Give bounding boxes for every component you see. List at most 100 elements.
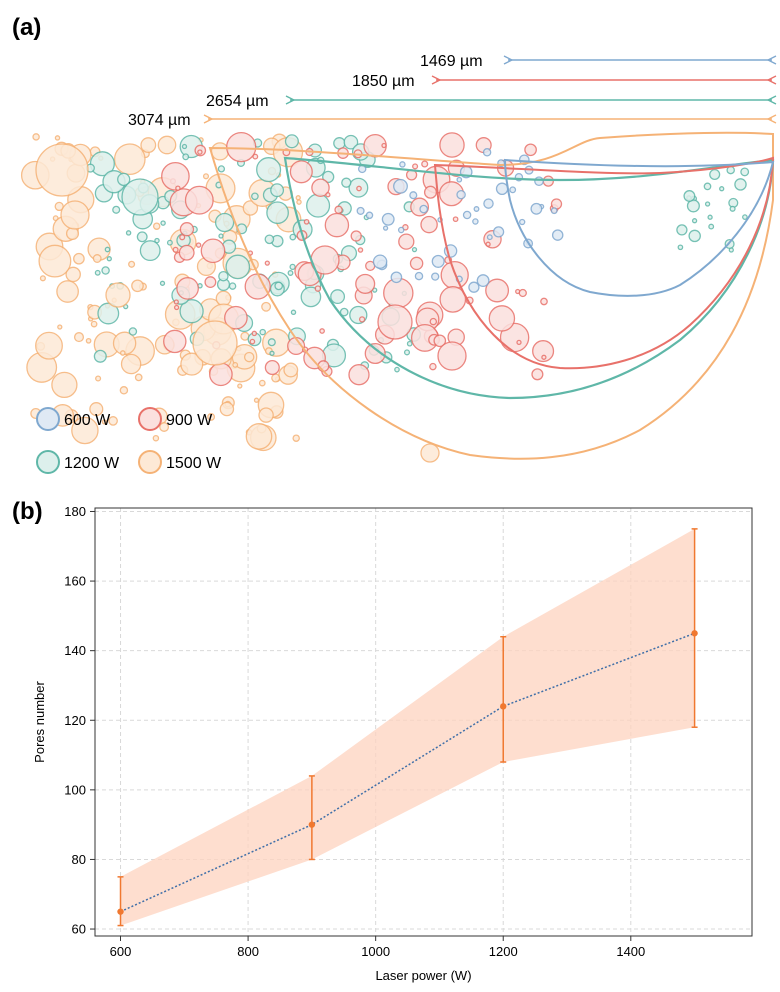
width-label-1200w: 2654 µm xyxy=(206,93,269,110)
pore-bubble xyxy=(740,167,750,177)
pore-bubble xyxy=(244,273,271,300)
pore-bubble xyxy=(264,359,280,376)
pore-bubble xyxy=(125,230,132,236)
pore-bubble xyxy=(409,256,424,271)
pore-bubble xyxy=(324,212,350,238)
pore-bubble xyxy=(703,182,712,191)
pore-bubble xyxy=(290,309,297,316)
pore-bubble xyxy=(35,331,63,360)
pore-bubble xyxy=(709,168,721,181)
y-tick-label: 180 xyxy=(64,504,86,519)
pore-bubble xyxy=(704,201,711,207)
y-tick-label: 100 xyxy=(64,782,86,797)
pore-bubble xyxy=(289,263,296,271)
pore-bubble xyxy=(532,340,555,363)
y-tick-label: 120 xyxy=(64,713,86,728)
pore-bubble xyxy=(175,185,181,191)
pore-bubble xyxy=(734,178,747,191)
y-tick-label: 140 xyxy=(64,643,86,658)
width-label-1500w: 3074 µm xyxy=(128,112,191,129)
error-band xyxy=(120,528,695,926)
pore-bubble xyxy=(452,216,459,223)
pore-bubble xyxy=(159,422,170,432)
pore-bubble xyxy=(381,142,387,149)
pore-bubble xyxy=(364,342,386,365)
pore-bubble xyxy=(421,160,429,168)
pore-bubble xyxy=(551,229,564,241)
pore-bubble xyxy=(38,244,72,278)
pore-bubble xyxy=(261,301,272,312)
pore-bubble xyxy=(157,135,177,155)
pore-bubble xyxy=(215,290,232,307)
pore-bubble xyxy=(182,153,190,161)
pore-bubble xyxy=(292,434,300,442)
pore-bubble xyxy=(210,142,230,161)
pore-bubble xyxy=(214,212,235,233)
pore-bubble xyxy=(473,206,480,212)
pore-bubble xyxy=(54,135,61,141)
pore-bubble xyxy=(524,143,537,157)
pore-bubble xyxy=(676,224,688,236)
pore-bubble xyxy=(89,402,104,417)
pool-outline-900w xyxy=(433,156,775,370)
pore-bubble xyxy=(429,362,437,371)
pore-bubble xyxy=(65,266,81,283)
data-point xyxy=(500,703,507,710)
pore-bubble xyxy=(472,218,479,225)
pore-bubble xyxy=(179,299,204,324)
power-legend: 600 W 900 W 1200 W 1500 W xyxy=(36,407,222,474)
pore-bubble xyxy=(486,234,493,241)
pore-bubble xyxy=(51,371,78,399)
pore-bubble xyxy=(226,131,257,163)
pore-bubble xyxy=(439,286,467,313)
pore-bubble xyxy=(742,214,748,220)
pore-bubble xyxy=(113,143,146,176)
pore-bubble xyxy=(550,207,558,215)
pore-bubble xyxy=(93,349,107,363)
pore-bubble xyxy=(179,234,186,241)
y-axis-label: Pores number xyxy=(32,681,47,763)
data-point xyxy=(117,908,124,915)
x-axis-ticks: 600 800 1000 1200 1400 xyxy=(110,936,645,959)
pore-bubble xyxy=(173,304,180,311)
pore-bubble xyxy=(266,201,289,225)
pore-bubble xyxy=(334,205,343,215)
x-tick-label: 600 xyxy=(110,944,132,959)
pore-bubble xyxy=(249,338,256,345)
legend-label-1500w: 1500 W xyxy=(166,455,222,472)
pore-bubble xyxy=(476,274,490,288)
pore-bubble xyxy=(419,204,429,214)
pore-bubble xyxy=(180,352,204,376)
pore-bubble xyxy=(357,247,364,253)
width-annotations: 1469 µm 1850 µm 2654 µm 3074 µm xyxy=(128,53,772,129)
pore-bubble xyxy=(411,246,418,253)
pore-bubble xyxy=(207,412,216,421)
pore-bubble xyxy=(172,246,179,253)
pore-bubble xyxy=(184,185,214,215)
pore-bubble xyxy=(217,165,226,173)
pore-bubble xyxy=(348,364,370,386)
pore-bubble xyxy=(456,176,463,183)
pore-bubble xyxy=(390,271,403,284)
pore-bubble xyxy=(306,193,331,218)
width-label-900w: 1850 µm xyxy=(352,73,415,90)
pore-bubble xyxy=(382,225,389,231)
pore-bubble xyxy=(242,200,259,216)
pore-bubble xyxy=(356,206,365,215)
pore-bubble xyxy=(218,233,224,239)
pore-bubble xyxy=(365,211,374,220)
pore-bubble xyxy=(225,254,251,280)
pore-bubble xyxy=(106,256,112,262)
pore-bubble xyxy=(161,161,190,191)
pore-bubble xyxy=(300,286,322,308)
legend-label-900w: 900 W xyxy=(166,412,213,429)
pore-bubble xyxy=(218,270,229,282)
pore-bubble xyxy=(284,134,299,149)
x-axis-label: Laser power (W) xyxy=(375,968,471,983)
pore-bubble xyxy=(393,178,408,194)
legend-label-600w: 600 W xyxy=(64,412,111,429)
pore-bubble xyxy=(311,178,330,197)
pore-bubble xyxy=(283,362,299,378)
pore-bubble xyxy=(176,277,199,300)
pore-bubble xyxy=(39,275,46,282)
